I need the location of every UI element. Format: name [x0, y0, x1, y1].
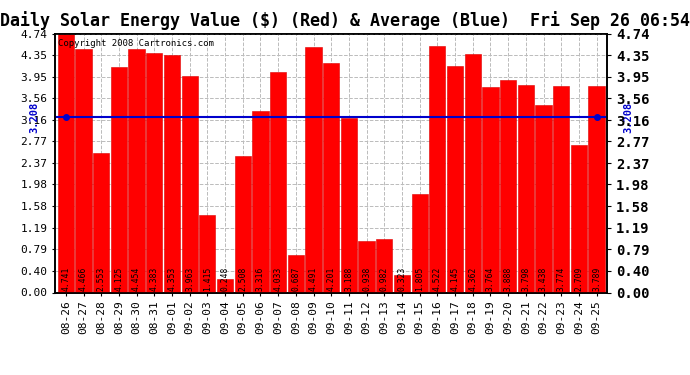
Bar [199, 215, 215, 292]
Text: 0.323: 0.323 [397, 267, 406, 291]
Text: 4.522: 4.522 [433, 267, 442, 291]
Bar [518, 85, 534, 292]
Text: 1.415: 1.415 [203, 267, 212, 291]
Text: 3.798: 3.798 [522, 267, 531, 291]
Bar [571, 145, 587, 292]
Bar [75, 49, 92, 292]
Text: 4.033: 4.033 [274, 267, 283, 291]
Bar [146, 53, 162, 292]
Bar [464, 54, 481, 292]
Text: 4.454: 4.454 [132, 267, 141, 291]
Text: 3.316: 3.316 [256, 267, 265, 291]
Text: 4.466: 4.466 [79, 267, 88, 291]
Bar [447, 66, 463, 292]
Bar [93, 153, 109, 292]
Bar [111, 68, 127, 292]
Bar [164, 55, 180, 292]
Text: 3.888: 3.888 [504, 267, 513, 291]
Text: 3.963: 3.963 [185, 267, 194, 291]
Text: 2.553: 2.553 [97, 267, 106, 291]
Text: 4.201: 4.201 [326, 267, 336, 291]
Bar [411, 194, 428, 292]
Text: 4.491: 4.491 [309, 267, 318, 291]
Text: 3.188: 3.188 [344, 267, 353, 291]
Text: Daily Solar Energy Value ($) (Red) & Average (Blue)  Fri Sep 26 06:54: Daily Solar Energy Value ($) (Red) & Ave… [0, 11, 690, 30]
Text: 0.687: 0.687 [291, 267, 300, 291]
Bar [500, 80, 516, 292]
Bar [235, 156, 251, 292]
Bar [270, 72, 286, 292]
Text: 3.789: 3.789 [592, 267, 601, 291]
Bar [128, 50, 145, 292]
Text: 3.774: 3.774 [557, 267, 566, 291]
Bar [288, 255, 304, 292]
Text: Copyright 2008 Cartronics.com: Copyright 2008 Cartronics.com [58, 39, 214, 48]
Text: 1.805: 1.805 [415, 267, 424, 291]
Bar [535, 105, 551, 292]
Bar [358, 241, 375, 292]
Text: 4.741: 4.741 [61, 267, 70, 291]
Text: 3.208: 3.208 [29, 102, 39, 133]
Bar [181, 76, 198, 292]
Bar [482, 87, 499, 292]
Text: 4.362: 4.362 [469, 267, 477, 291]
Bar [341, 118, 357, 292]
Text: 0.248: 0.248 [221, 267, 230, 291]
Text: 4.383: 4.383 [150, 267, 159, 291]
Bar [217, 279, 233, 292]
Text: 2.709: 2.709 [574, 267, 583, 291]
Bar [589, 86, 604, 292]
Bar [323, 63, 339, 292]
Bar [394, 275, 410, 292]
Bar [553, 87, 569, 292]
Bar [429, 46, 446, 292]
Bar [376, 239, 393, 292]
Text: 4.145: 4.145 [451, 267, 460, 291]
Bar [253, 111, 268, 292]
Bar [306, 47, 322, 292]
Text: 3.438: 3.438 [539, 267, 548, 291]
Text: 2.508: 2.508 [238, 267, 247, 291]
Text: 0.982: 0.982 [380, 267, 388, 291]
Text: 4.353: 4.353 [168, 267, 177, 291]
Bar [58, 34, 74, 292]
Text: 0.938: 0.938 [362, 267, 371, 291]
Text: 4.125: 4.125 [115, 267, 124, 291]
Text: 3.208: 3.208 [624, 102, 633, 133]
Text: 3.764: 3.764 [486, 267, 495, 291]
